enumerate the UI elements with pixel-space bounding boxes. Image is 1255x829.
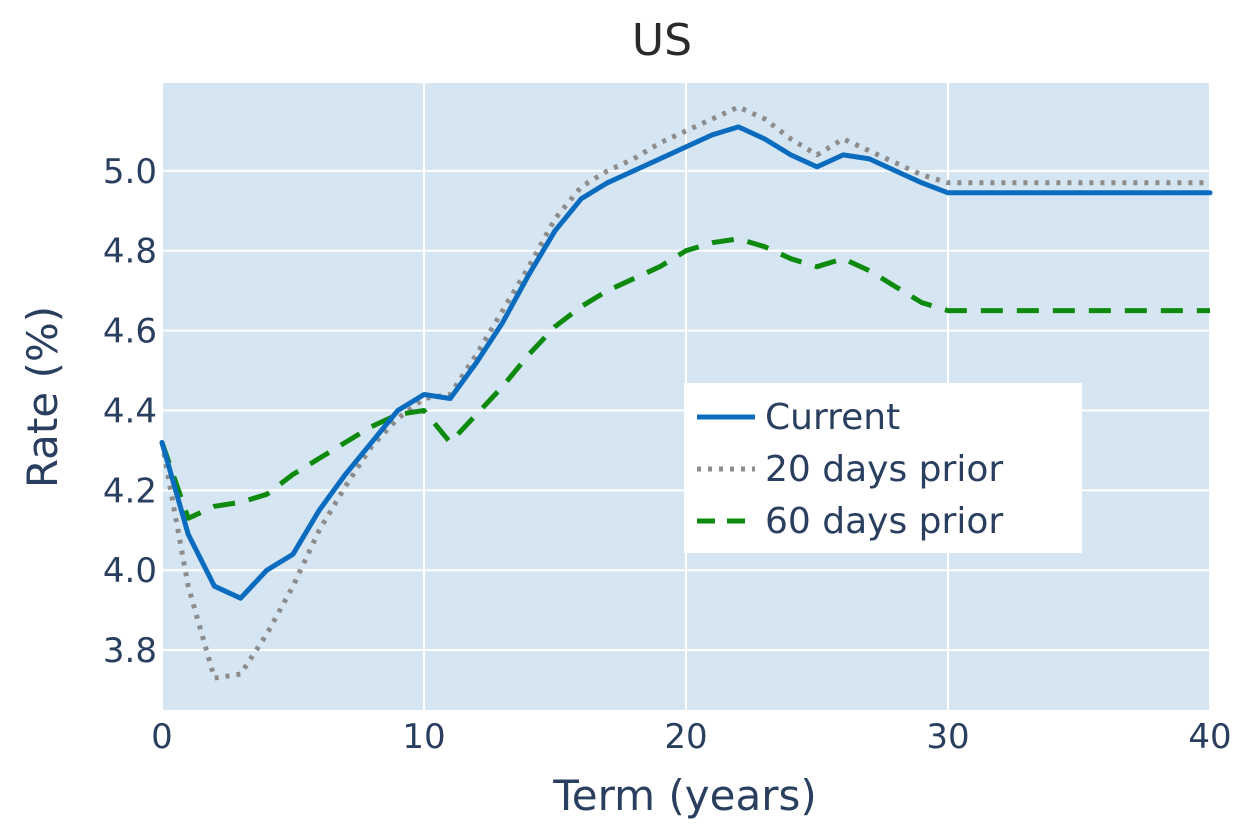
series-line-current [159,124,1213,601]
y-tick-label: 4.0 [103,551,157,591]
legend-box [684,383,1082,553]
y-tick-label: 3.8 [103,631,157,671]
x-tick-label: 30 [926,717,969,757]
legend-label: 20 days prior [765,449,1003,490]
y-tick-label: 5.0 [103,152,157,192]
y-axis-title: Rate (%) [18,306,67,488]
series-line-60-days-prior [159,236,1210,521]
y-tick-label: 4.8 [103,232,157,272]
series-lines [159,104,1213,681]
x-tick-label: 10 [402,717,445,757]
y-tick-label: 4.6 [103,312,157,352]
x-axis-title: Term (years) [552,771,817,820]
chart-title: US [632,15,692,66]
x-tick-label: 40 [1188,717,1231,757]
x-tick-label: 20 [664,717,707,757]
y-tick-label: 4.4 [103,391,157,431]
legend-label: Current [765,397,900,438]
x-tick-label: 0 [151,717,173,757]
series-line-20-days-prior [159,104,1210,681]
y-axis-ticks: 3.8 4.0 4.2 4.4 4.6 4.8 5.0 [103,152,157,671]
legend: Current 20 days prior 60 days prior [684,383,1082,553]
y-tick-label: 4.2 [103,471,157,511]
x-axis-ticks: 0 10 20 30 40 [151,717,1231,757]
legend-label: 60 days prior [765,501,1003,542]
